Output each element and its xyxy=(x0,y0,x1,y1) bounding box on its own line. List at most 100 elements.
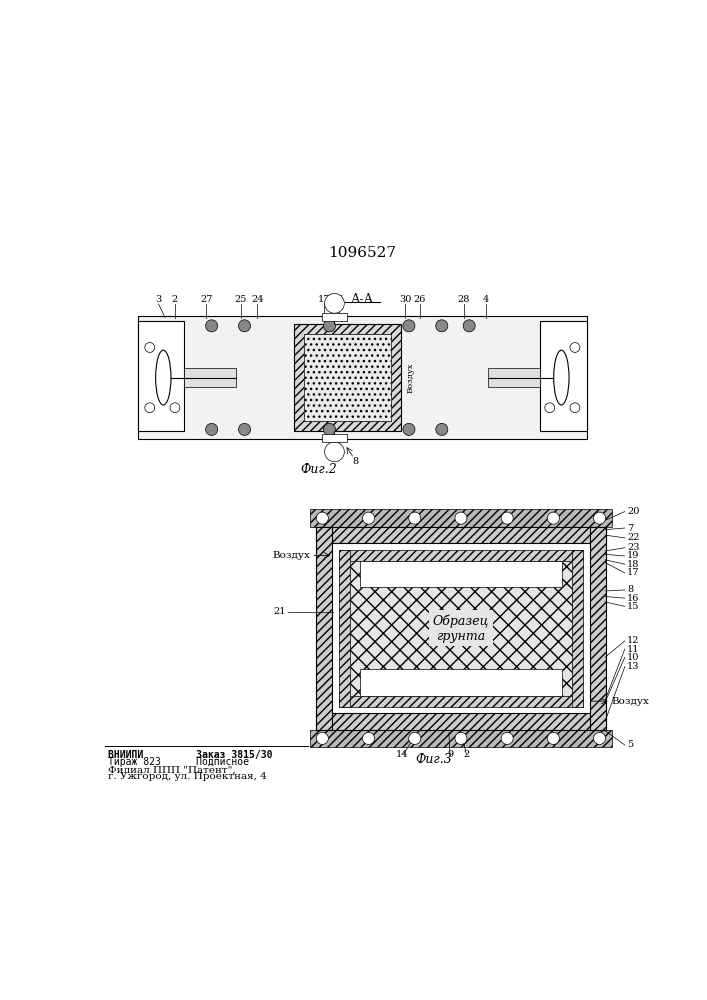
Circle shape xyxy=(145,403,155,413)
Text: 8: 8 xyxy=(353,457,359,466)
Text: 5: 5 xyxy=(337,295,342,304)
Circle shape xyxy=(170,403,180,413)
Circle shape xyxy=(501,732,513,744)
Bar xyxy=(316,527,332,730)
Text: 11: 11 xyxy=(627,645,640,654)
Text: 19: 19 xyxy=(627,551,639,560)
Bar xyxy=(185,368,236,387)
Text: Фиг.3: Фиг.3 xyxy=(415,753,452,766)
Bar xyxy=(590,527,606,730)
Text: Воздух: Воздух xyxy=(407,362,414,393)
Circle shape xyxy=(325,294,344,313)
Bar xyxy=(489,368,540,387)
Text: 17: 17 xyxy=(627,568,640,577)
Text: 8: 8 xyxy=(627,585,633,594)
Circle shape xyxy=(409,512,421,524)
Text: Воздух: Воздух xyxy=(272,551,310,560)
Text: 14: 14 xyxy=(395,750,408,759)
Bar xyxy=(138,321,185,431)
Circle shape xyxy=(594,512,606,524)
Circle shape xyxy=(570,343,580,352)
Text: 12: 12 xyxy=(627,636,640,645)
Circle shape xyxy=(206,423,218,435)
Bar xyxy=(350,561,572,696)
Circle shape xyxy=(501,512,513,524)
Text: 23: 23 xyxy=(627,543,640,552)
Circle shape xyxy=(463,320,475,332)
Text: 22: 22 xyxy=(627,533,640,542)
Bar xyxy=(360,561,562,587)
Circle shape xyxy=(363,732,375,744)
Text: 15: 15 xyxy=(627,602,639,611)
Bar xyxy=(310,509,612,527)
Text: 3: 3 xyxy=(156,295,162,304)
Circle shape xyxy=(363,512,375,524)
Circle shape xyxy=(455,732,467,744)
Circle shape xyxy=(323,423,336,435)
Text: Фиг.2: Фиг.2 xyxy=(300,463,337,476)
Text: 27: 27 xyxy=(200,295,212,304)
Text: 4: 4 xyxy=(482,295,489,304)
Bar xyxy=(339,550,583,561)
Text: А-А: А-А xyxy=(351,293,374,306)
Text: 16: 16 xyxy=(627,594,639,603)
Text: 30: 30 xyxy=(399,295,411,304)
Circle shape xyxy=(238,320,250,332)
Text: Образец
грунта: Образец грунта xyxy=(433,614,489,643)
Circle shape xyxy=(455,512,467,524)
Text: 28: 28 xyxy=(457,295,470,304)
Text: Филиал ППП "Патент",: Филиал ППП "Патент", xyxy=(107,765,235,774)
Circle shape xyxy=(403,423,415,435)
Bar xyxy=(540,321,587,431)
Text: 10: 10 xyxy=(627,653,639,662)
Circle shape xyxy=(323,320,336,332)
Circle shape xyxy=(570,403,580,413)
Circle shape xyxy=(547,512,559,524)
Bar xyxy=(316,713,606,730)
Text: 5: 5 xyxy=(627,740,633,749)
Text: ВНИИПИ         Заказ 3815/30: ВНИИПИ Заказ 3815/30 xyxy=(107,750,272,760)
Text: 9: 9 xyxy=(447,750,453,759)
Circle shape xyxy=(145,343,155,352)
Text: г. Ужгород, ул. Проектная, 4: г. Ужгород, ул. Проектная, 4 xyxy=(107,772,267,781)
Circle shape xyxy=(594,732,606,744)
Bar xyxy=(339,696,583,707)
Bar xyxy=(572,550,583,707)
Text: 13: 13 xyxy=(627,662,640,671)
Bar xyxy=(304,334,391,421)
Bar xyxy=(322,434,346,442)
Text: 26: 26 xyxy=(414,295,426,304)
Bar xyxy=(138,316,587,439)
Circle shape xyxy=(316,732,328,744)
Bar xyxy=(304,334,391,421)
Ellipse shape xyxy=(554,350,569,405)
Circle shape xyxy=(545,403,555,413)
Circle shape xyxy=(436,320,448,332)
Circle shape xyxy=(206,320,218,332)
Ellipse shape xyxy=(156,350,171,405)
Text: 20: 20 xyxy=(627,507,639,516)
Bar xyxy=(316,527,606,543)
Circle shape xyxy=(316,512,328,524)
Circle shape xyxy=(547,732,559,744)
Circle shape xyxy=(436,423,448,435)
Bar xyxy=(322,313,346,321)
Text: 18: 18 xyxy=(627,560,639,569)
Text: 7: 7 xyxy=(627,524,633,533)
Text: 1096527: 1096527 xyxy=(328,246,397,260)
Text: 24: 24 xyxy=(251,295,264,304)
Bar xyxy=(350,561,572,696)
Bar xyxy=(294,324,401,431)
Text: 25: 25 xyxy=(235,295,247,304)
Circle shape xyxy=(409,732,421,744)
Text: Воздух: Воздух xyxy=(612,697,650,706)
Text: 21: 21 xyxy=(273,607,286,616)
Text: 2: 2 xyxy=(172,295,178,304)
Text: 2: 2 xyxy=(463,750,469,759)
Bar xyxy=(339,550,350,707)
Bar xyxy=(360,669,562,696)
Text: 17: 17 xyxy=(317,295,330,304)
Text: Тираж 823      Подписное: Тираж 823 Подписное xyxy=(107,757,249,767)
Circle shape xyxy=(403,320,415,332)
Circle shape xyxy=(325,442,344,462)
